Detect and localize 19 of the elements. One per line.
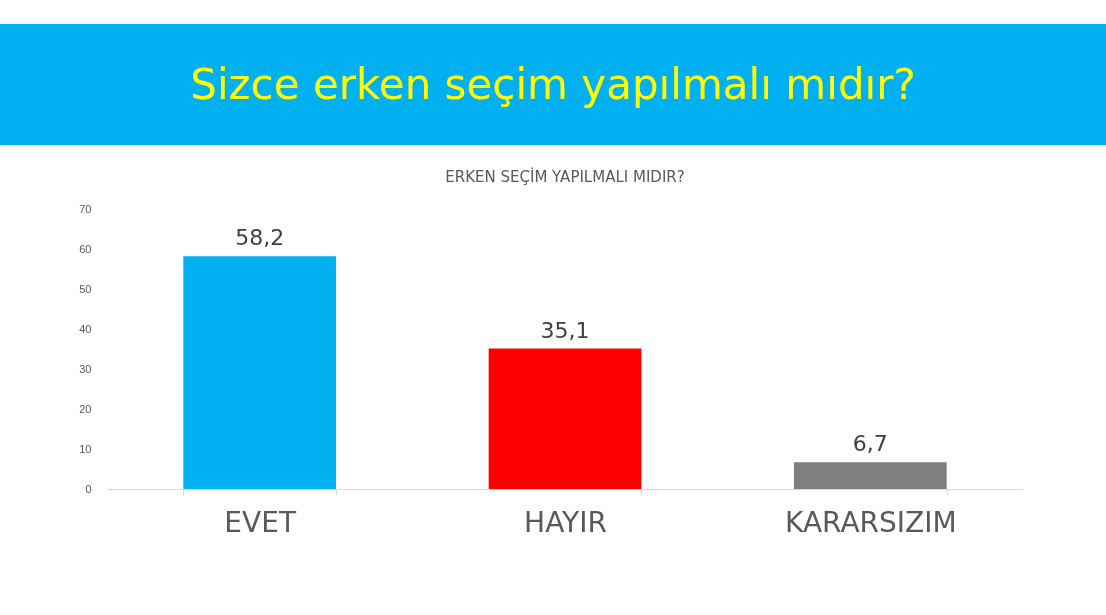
y-tick-label: 10 bbox=[79, 442, 92, 455]
data-label: 6,7 bbox=[852, 431, 888, 457]
y-tick-label: 40 bbox=[79, 322, 92, 335]
y-tick-label: 0 bbox=[85, 482, 92, 495]
bar bbox=[183, 256, 336, 489]
y-tick-label: 70 bbox=[79, 202, 92, 215]
chart-subtitle: ERKEN SEÇİM YAPILMALI MIDIR? bbox=[445, 167, 685, 186]
x-tick-label: KARARSIZIM bbox=[785, 505, 957, 539]
data-label: 35,1 bbox=[540, 317, 590, 343]
y-tick-label: 20 bbox=[79, 402, 92, 415]
y-tick-label: 50 bbox=[79, 282, 92, 295]
x-tick-label: EVET bbox=[224, 505, 297, 539]
bar bbox=[794, 462, 947, 489]
data-label: 58,2 bbox=[235, 225, 285, 251]
x-tick-label: HAYIR bbox=[524, 505, 607, 539]
y-tick-label: 60 bbox=[79, 242, 92, 255]
y-tick-label: 30 bbox=[79, 362, 92, 375]
bar bbox=[488, 348, 642, 489]
chart-title: Sizce erken seçim yapılmalı mıdır? bbox=[0, 24, 1106, 145]
